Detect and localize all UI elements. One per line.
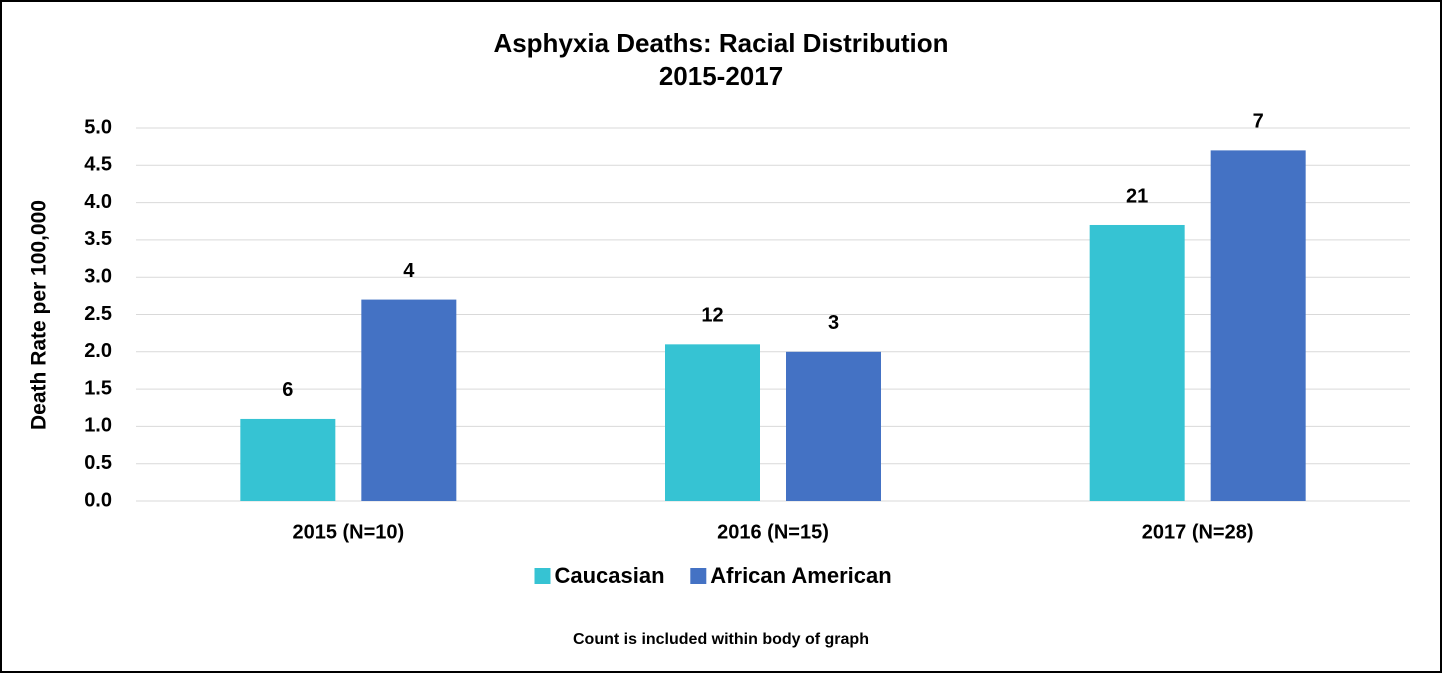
y-axis-label: Death Rate per 100,000 — [28, 200, 51, 430]
x-tick-label: 2017 (N=28) — [1142, 521, 1254, 543]
y-tick-label: 1.5 — [84, 377, 112, 399]
y-tick-label: 4.0 — [84, 191, 112, 213]
data-label: 12 — [701, 305, 723, 327]
y-tick-label: 0.5 — [84, 452, 112, 474]
bar — [665, 344, 760, 501]
y-tick-label: 4.5 — [84, 154, 112, 176]
chart-subtitle: 2015-2017 — [659, 61, 783, 91]
bar — [240, 418, 336, 501]
y-tick-label: 3.0 — [84, 265, 112, 287]
bar — [1089, 224, 1185, 502]
y-tick-label: 2.5 — [84, 303, 112, 325]
bar — [1210, 150, 1306, 501]
x-tick-label: 2015 (N=10) — [292, 521, 404, 543]
x-tick-label: 2016 (N=15) — [717, 521, 829, 543]
y-tick-label: 3.5 — [84, 228, 112, 250]
data-label: 4 — [403, 260, 415, 282]
data-label: 21 — [1126, 185, 1148, 207]
legend-label: African American — [710, 563, 891, 588]
data-label: 7 — [1253, 111, 1264, 133]
data-label: 3 — [828, 312, 839, 334]
y-tick-label: 2.0 — [84, 340, 112, 362]
legend-swatch — [690, 568, 707, 584]
data-label: 6 — [282, 379, 293, 401]
chart-title: Asphyxia Deaths: Racial Distribution — [493, 28, 948, 58]
y-tick-label: 0.0 — [84, 489, 112, 511]
y-tick-label: 1.0 — [84, 415, 112, 437]
legend-swatch — [534, 568, 551, 584]
bar — [786, 351, 881, 501]
y-tick-label: 5.0 — [84, 116, 112, 138]
bar — [361, 299, 457, 501]
footnote: Count is included within body of graph — [573, 631, 869, 648]
legend-label: Caucasian — [555, 563, 665, 588]
